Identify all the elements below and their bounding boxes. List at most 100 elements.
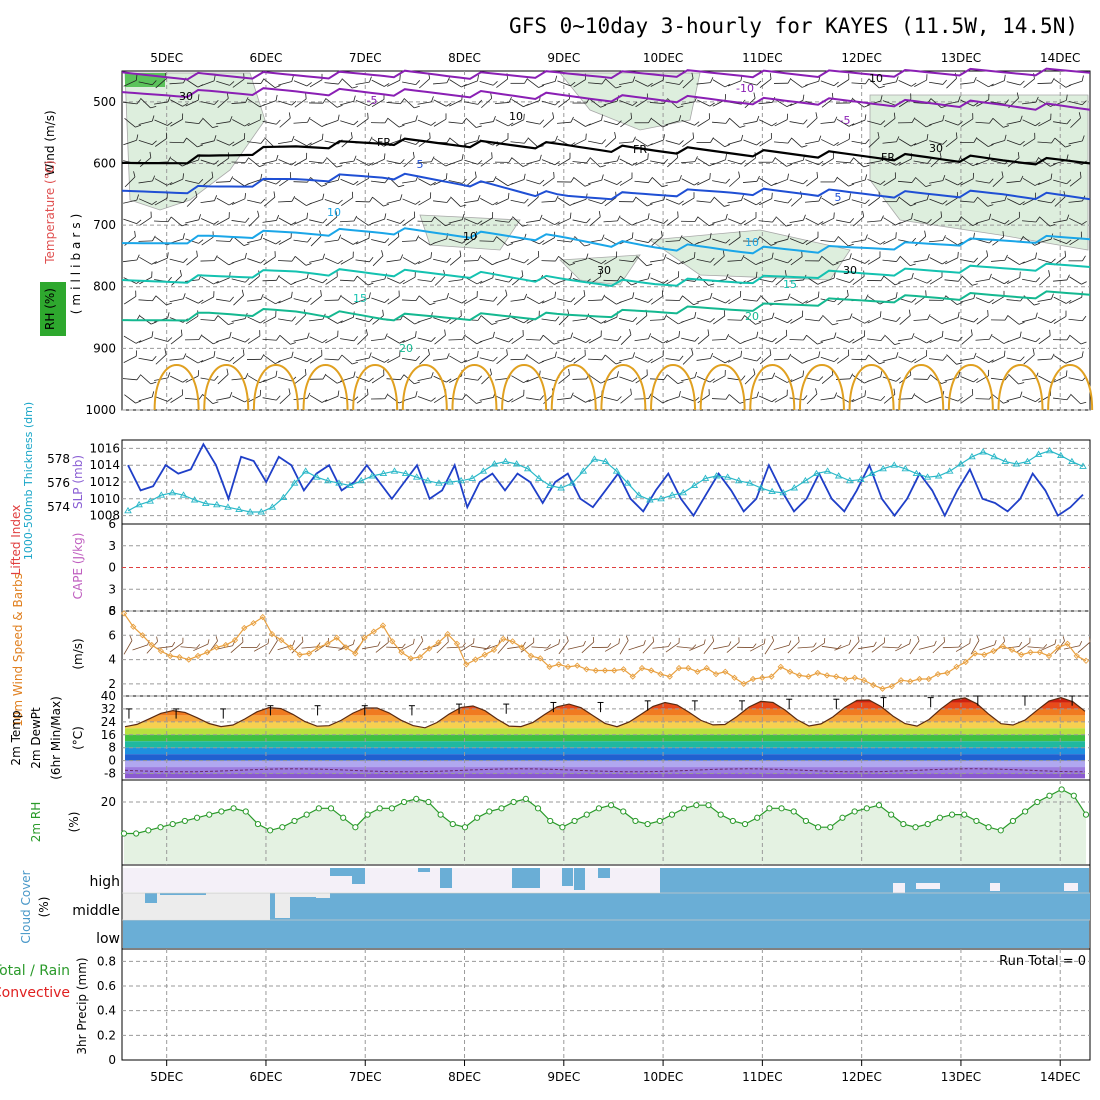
barb-staff bbox=[836, 79, 850, 88]
barb-flag bbox=[228, 322, 234, 325]
wind-barb bbox=[232, 133, 246, 147]
barb-flag bbox=[276, 335, 281, 341]
barb-staff bbox=[448, 238, 463, 244]
barb-staff bbox=[433, 358, 447, 361]
wind10m-barb bbox=[132, 639, 150, 651]
barb-staff bbox=[123, 640, 133, 655]
wind10m-marker bbox=[250, 620, 257, 627]
wind10m-marker bbox=[472, 656, 479, 663]
wind-barb bbox=[961, 329, 973, 345]
barb-staff bbox=[773, 644, 790, 651]
wind-barb bbox=[294, 369, 307, 384]
barb-flag bbox=[625, 635, 629, 641]
barb-flag bbox=[446, 318, 452, 323]
wind-barb bbox=[556, 116, 574, 124]
wind-barb bbox=[494, 157, 513, 163]
wind-barb bbox=[201, 231, 214, 246]
barb-flag bbox=[787, 318, 793, 324]
barb-flag bbox=[430, 397, 436, 402]
barb-flag bbox=[523, 319, 529, 324]
barb-flag bbox=[691, 348, 694, 355]
wind-barb bbox=[402, 257, 421, 265]
barb-flag bbox=[183, 137, 188, 143]
cloud-high-bar bbox=[512, 868, 540, 888]
thickness-marker bbox=[468, 474, 477, 481]
rh2m-marker bbox=[559, 824, 566, 831]
barb-flag bbox=[182, 293, 186, 299]
barb-flag bbox=[771, 312, 775, 319]
barb-staff bbox=[913, 259, 928, 263]
wind-barb bbox=[991, 99, 1009, 105]
wind-barb bbox=[511, 375, 529, 384]
wind-barb bbox=[635, 79, 653, 87]
wind-barb bbox=[929, 271, 943, 285]
barb-staff bbox=[185, 219, 199, 224]
barb-staff bbox=[481, 98, 492, 109]
barb-staff bbox=[804, 200, 820, 203]
barb-flag bbox=[630, 112, 632, 119]
wind-barb bbox=[558, 309, 570, 326]
barb-staff bbox=[464, 80, 478, 87]
barb-flag bbox=[818, 316, 823, 322]
barb-flag bbox=[678, 200, 684, 205]
wind-barb bbox=[836, 278, 855, 283]
barb-flag bbox=[694, 156, 698, 162]
barb-staff bbox=[1007, 256, 1020, 265]
barb-flag bbox=[322, 193, 325, 200]
wind-barb bbox=[277, 256, 296, 262]
barb-flag bbox=[1050, 163, 1056, 167]
barb-flag bbox=[352, 251, 354, 258]
barb-flag bbox=[523, 258, 529, 264]
barb-flag bbox=[989, 273, 992, 280]
wind-barb bbox=[448, 334, 466, 341]
wind-barb bbox=[542, 276, 560, 285]
wind-barb bbox=[697, 329, 710, 345]
barb-flag bbox=[662, 350, 664, 357]
wind-barb bbox=[216, 116, 233, 125]
barb-flag bbox=[926, 194, 930, 200]
y-tick-thickness: 578 bbox=[47, 452, 70, 466]
barb-flag bbox=[353, 155, 357, 162]
barb-staff bbox=[325, 646, 342, 649]
wind-barb bbox=[884, 334, 901, 345]
wind-barb bbox=[355, 76, 372, 85]
barb-flag bbox=[926, 350, 928, 356]
barb-staff bbox=[278, 237, 292, 245]
barb-staff bbox=[589, 98, 601, 108]
wind-barb bbox=[464, 218, 483, 225]
wind-barb bbox=[588, 234, 605, 243]
barb-staff bbox=[434, 335, 446, 345]
wind-barb bbox=[961, 389, 974, 404]
barb-staff bbox=[510, 316, 525, 324]
barb-flag bbox=[824, 638, 826, 644]
wind-barb bbox=[743, 198, 762, 206]
wind-barb bbox=[728, 335, 746, 345]
barb-staff bbox=[371, 99, 385, 107]
wind-barb bbox=[1037, 293, 1054, 302]
barb-staff bbox=[417, 257, 432, 265]
barb-staff bbox=[635, 197, 648, 207]
wind-barb bbox=[401, 295, 420, 302]
wind10m-marker bbox=[213, 644, 220, 651]
barb-staff bbox=[494, 102, 510, 105]
wind-barb bbox=[743, 115, 760, 125]
thickness-marker bbox=[635, 491, 643, 498]
rh2m-marker bbox=[352, 824, 359, 831]
barb-flag bbox=[523, 173, 526, 180]
barb-staff bbox=[960, 82, 974, 85]
barb-staff bbox=[371, 278, 385, 283]
barb-staff bbox=[201, 335, 214, 345]
barb-staff bbox=[277, 260, 293, 262]
barb-staff bbox=[1068, 140, 1083, 145]
wind10m-barb bbox=[652, 642, 672, 649]
wind-barb bbox=[928, 235, 946, 243]
cloud-clear-notch bbox=[916, 883, 940, 889]
barb-flag bbox=[833, 272, 836, 279]
barb-flag bbox=[987, 310, 989, 316]
barb-flag bbox=[291, 75, 294, 82]
barb-flag bbox=[399, 194, 403, 201]
wind-barb bbox=[371, 369, 385, 384]
barb-staff bbox=[123, 80, 137, 87]
contour-label: 10 bbox=[509, 110, 523, 123]
y-tick-wind: 6 bbox=[108, 628, 116, 642]
